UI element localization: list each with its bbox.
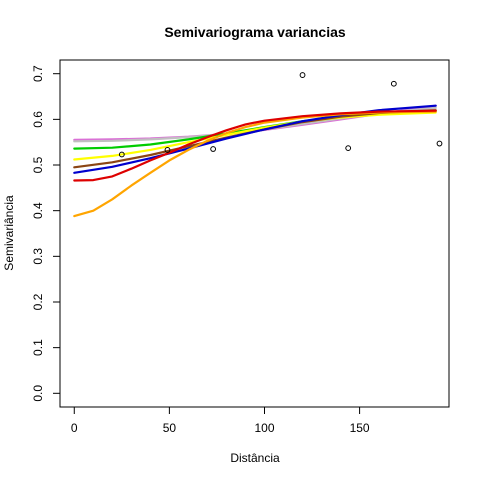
data-point xyxy=(299,72,306,78)
y-tick-label: 0.5 xyxy=(31,156,45,173)
data-point xyxy=(118,151,125,158)
y-tick-label: 0.2 xyxy=(31,293,45,310)
y-axis: 0.0 0.1 0.2 0.3 0.4 0.5 0.6 0.7 xyxy=(31,65,61,402)
data-point xyxy=(390,80,397,87)
x-axis-label: Distância xyxy=(230,451,280,465)
x-tick-label: 0 xyxy=(71,421,78,435)
y-tick-label: 0.6 xyxy=(31,111,45,128)
y-axis-label: Semivariância xyxy=(2,195,16,271)
data-point xyxy=(345,145,352,152)
model-curve-4 xyxy=(73,111,437,161)
model-curve-8 xyxy=(73,109,437,182)
x-tick-label: 50 xyxy=(163,421,177,435)
chart-title: Semivariograma variancias xyxy=(164,24,346,40)
data-point xyxy=(210,146,217,152)
y-tick-label: 0.4 xyxy=(31,202,45,219)
model-curves xyxy=(73,104,437,218)
y-tick-label: 0.7 xyxy=(31,65,45,82)
empirical-points xyxy=(118,72,443,158)
x-tick-label: 150 xyxy=(350,421,370,435)
data-point xyxy=(436,140,443,147)
data-point xyxy=(164,147,171,153)
y-tick-label: 0.3 xyxy=(31,248,45,265)
x-tick-label: 100 xyxy=(254,421,274,435)
x-axis: 0 50 100 150 xyxy=(71,406,370,435)
y-tick-label: 0.0 xyxy=(31,385,45,402)
y-tick-label: 0.1 xyxy=(31,339,45,356)
